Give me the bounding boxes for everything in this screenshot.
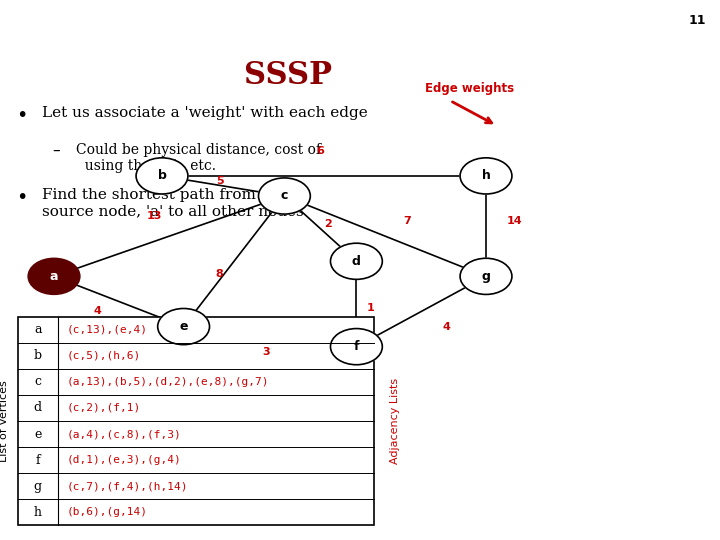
Text: Find the shortest path from a
source node, 'a' to all other nodes: Find the shortest path from a source nod… bbox=[42, 188, 304, 219]
Text: USC: USC bbox=[576, 10, 616, 26]
Text: Adjacency Lists: Adjacency Lists bbox=[390, 378, 400, 464]
Text: (b,6),(g,14): (b,6),(g,14) bbox=[67, 508, 148, 517]
Text: •: • bbox=[16, 106, 27, 125]
Text: •: • bbox=[16, 188, 27, 207]
Text: c: c bbox=[35, 375, 41, 388]
Text: 2: 2 bbox=[324, 219, 331, 228]
Text: e: e bbox=[179, 320, 188, 333]
Text: a: a bbox=[50, 270, 58, 283]
Text: b: b bbox=[34, 349, 42, 362]
Circle shape bbox=[460, 158, 512, 194]
Text: f: f bbox=[354, 340, 359, 353]
Text: –: – bbox=[52, 143, 60, 158]
Text: (c,7),(f,4),(h,14): (c,7),(f,4),(h,14) bbox=[67, 481, 189, 491]
Text: Edge weights: Edge weights bbox=[425, 82, 514, 94]
Text: g: g bbox=[482, 270, 490, 283]
Text: 6: 6 bbox=[317, 146, 324, 156]
Text: g: g bbox=[34, 480, 42, 493]
Text: (c,2),(f,1): (c,2),(f,1) bbox=[67, 403, 141, 413]
Text: 4: 4 bbox=[94, 307, 101, 316]
Text: (d,1),(e,3),(g,4): (d,1),(e,3),(g,4) bbox=[67, 455, 181, 465]
Circle shape bbox=[330, 328, 382, 364]
Text: d: d bbox=[34, 401, 42, 414]
Text: e: e bbox=[34, 428, 42, 441]
Circle shape bbox=[258, 178, 310, 214]
Text: Let us associate a 'weight' with each edge: Let us associate a 'weight' with each ed… bbox=[42, 106, 367, 119]
Text: (c,5),(h,6): (c,5),(h,6) bbox=[67, 350, 141, 361]
Text: b: b bbox=[158, 170, 166, 183]
Text: h: h bbox=[34, 506, 42, 519]
Text: f: f bbox=[35, 454, 40, 467]
Text: 1: 1 bbox=[367, 303, 374, 313]
Bar bbox=[18, 316, 374, 525]
Text: a: a bbox=[34, 323, 42, 336]
Text: 4: 4 bbox=[443, 321, 450, 332]
Circle shape bbox=[330, 243, 382, 279]
Text: c: c bbox=[281, 190, 288, 202]
Text: 14: 14 bbox=[507, 216, 523, 226]
Text: Could be physical distance, cost of
  using the link, etc.: Could be physical distance, cost of usin… bbox=[76, 143, 320, 173]
Text: 11: 11 bbox=[688, 14, 706, 27]
Text: Viterbi: Viterbi bbox=[616, 10, 680, 26]
Text: 3: 3 bbox=[263, 347, 270, 357]
Text: List of Vertices: List of Vertices bbox=[0, 380, 9, 462]
Circle shape bbox=[158, 308, 210, 345]
Circle shape bbox=[423, 5, 720, 36]
Text: 7: 7 bbox=[403, 216, 410, 226]
Text: School of Engineering: School of Engineering bbox=[577, 31, 646, 36]
Text: (c,13),(e,4): (c,13),(e,4) bbox=[67, 325, 148, 335]
Text: d: d bbox=[352, 255, 361, 268]
Circle shape bbox=[460, 258, 512, 294]
Text: 13: 13 bbox=[147, 211, 163, 221]
Text: 5: 5 bbox=[216, 176, 223, 186]
Text: (a,13),(b,5),(d,2),(e,8),(g,7): (a,13),(b,5),(d,2),(e,8),(g,7) bbox=[67, 377, 269, 387]
Text: 8: 8 bbox=[216, 269, 223, 279]
Circle shape bbox=[136, 158, 188, 194]
Text: h: h bbox=[482, 170, 490, 183]
Text: SSSP: SSSP bbox=[244, 60, 332, 91]
Circle shape bbox=[28, 258, 80, 294]
Text: (a,4),(c,8),(f,3): (a,4),(c,8),(f,3) bbox=[67, 429, 181, 439]
